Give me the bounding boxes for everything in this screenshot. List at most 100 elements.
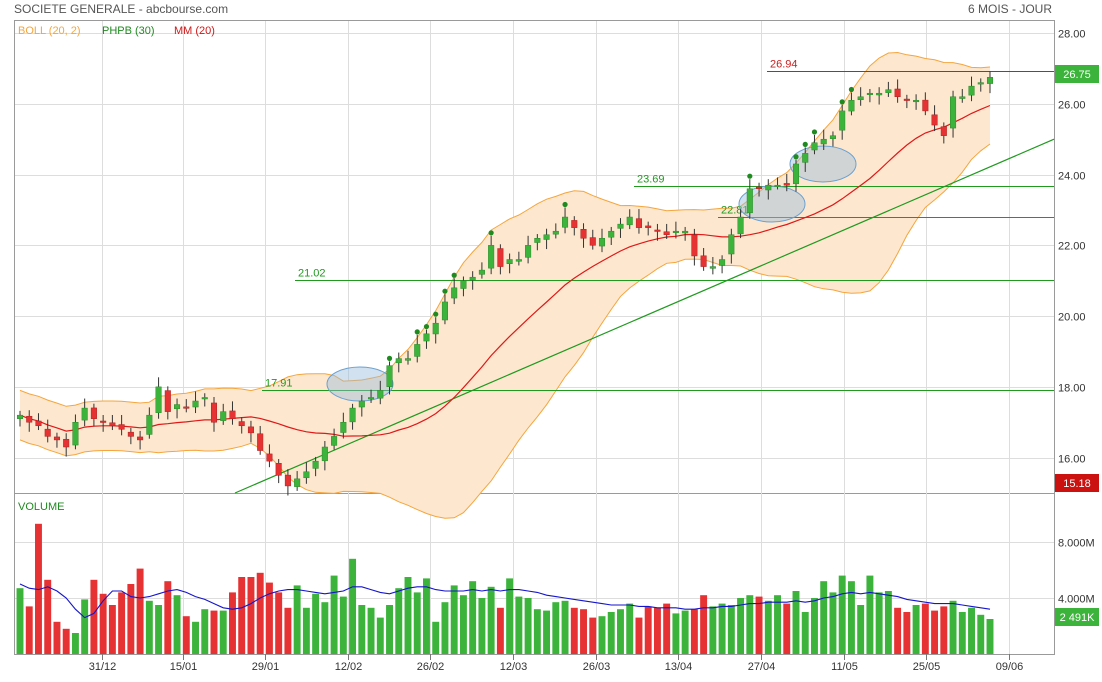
candle-body	[682, 230, 689, 234]
candle-body	[247, 426, 254, 434]
candle-body	[931, 114, 938, 126]
volume-bar	[543, 610, 551, 654]
volume-bar	[423, 578, 430, 654]
candle-body	[857, 96, 864, 101]
candle-body	[220, 411, 227, 421]
low-marker-badge-text: 15.18	[1063, 478, 1091, 490]
support-resistance-lines: 26.94 23.69 22.81 21.02 17.91	[234, 59, 1055, 494]
candle-body	[331, 436, 338, 446]
volume-bar	[173, 595, 181, 654]
date-tick-label: 31/12	[89, 661, 117, 673]
high-marker	[414, 329, 420, 335]
volume-bar	[921, 603, 929, 654]
date-tick-label: 11/05	[831, 661, 858, 673]
volume-bar	[570, 607, 578, 654]
annotations	[326, 145, 857, 402]
volume-bar	[312, 593, 320, 654]
candle-body	[201, 397, 208, 400]
bollinger-upper	[19, 51, 991, 407]
candle-body	[959, 96, 966, 99]
axes: 28.00 26.00 24.00 22.00 20.00 18.00 16.00 8.000…	[89, 29, 1095, 674]
candle-body	[432, 322, 439, 335]
volume-bar	[755, 596, 763, 654]
date-tick-label: 25/05	[913, 661, 941, 673]
candle-body	[654, 229, 661, 232]
candle-body	[238, 421, 245, 427]
volume-bar	[413, 592, 421, 654]
candle-body	[118, 424, 125, 430]
candle-body	[72, 421, 79, 446]
candle-body	[257, 433, 264, 451]
candlesticks	[16, 71, 994, 496]
level-label: 22.81	[721, 205, 749, 217]
candle-body	[894, 88, 901, 98]
high-marker	[451, 272, 457, 278]
volume-bar	[349, 558, 357, 654]
candle-body	[192, 400, 199, 408]
volume-bar	[644, 606, 652, 654]
volume-bar	[884, 591, 892, 654]
chart-period: 6 MOIS - JOUR	[968, 2, 1052, 16]
volume-bar	[931, 610, 939, 654]
price-tick-label: 18.00	[1058, 383, 1086, 395]
candle-body	[552, 230, 559, 235]
volume-bar	[515, 596, 523, 654]
candle-body	[792, 163, 800, 185]
volume-bar	[265, 582, 273, 654]
volume-bar	[607, 612, 615, 654]
breakout-ellipse	[789, 145, 857, 183]
candle-body	[81, 407, 88, 421]
volume-label: VOLUME	[18, 501, 64, 513]
candle-body	[284, 474, 291, 487]
volume-bar	[626, 603, 634, 654]
candle-body	[63, 438, 70, 448]
volume-bar	[783, 603, 791, 654]
level-label: 21.02	[298, 268, 326, 280]
candle-body	[709, 266, 716, 269]
candle-body	[672, 230, 679, 233]
volume-bar	[330, 575, 338, 654]
volume-bar	[672, 613, 680, 654]
high-marker	[386, 355, 393, 361]
volume-bar	[847, 581, 855, 654]
candle-body	[460, 280, 467, 289]
volume-bar	[727, 605, 735, 654]
candle-body	[26, 415, 33, 423]
date-tick-label: 13/04	[665, 661, 693, 673]
candle-body	[44, 428, 51, 437]
volume-bar	[25, 606, 33, 654]
candle-body	[349, 407, 356, 423]
level-label: 26.94	[770, 59, 798, 71]
high-marker	[442, 288, 448, 294]
candle-body	[100, 420, 107, 423]
volume-bar	[617, 609, 624, 654]
volume-bar	[875, 592, 883, 654]
volume-bar	[108, 605, 116, 654]
level-label: 23.69	[637, 174, 665, 186]
volume-bar	[284, 607, 292, 654]
candle-body	[16, 414, 24, 419]
candle-body	[876, 92, 883, 96]
volume-bar	[118, 592, 126, 654]
candle-body	[174, 404, 181, 410]
date-tick-label: 29/01	[252, 661, 280, 673]
volume-bar	[894, 607, 902, 654]
bollinger-fill	[20, 52, 990, 519]
high-marker	[562, 201, 568, 208]
volume-bar	[653, 607, 661, 654]
volume-bar	[506, 578, 514, 654]
volume-bar	[386, 605, 393, 654]
candle-body	[386, 365, 393, 387]
volume-bar	[866, 575, 874, 654]
volume-bar	[524, 598, 532, 654]
volume-bar	[404, 577, 412, 654]
volume-bar	[986, 619, 994, 654]
last-price-badge	[1055, 65, 1099, 83]
candle-body	[802, 153, 809, 163]
high-marker	[811, 129, 818, 135]
date-tick-label: 09/06	[996, 661, 1024, 673]
volume-bar	[820, 581, 828, 654]
mm20-line	[19, 104, 991, 437]
price-tick-label: 20.00	[1058, 312, 1086, 324]
volume-bar	[395, 588, 403, 654]
